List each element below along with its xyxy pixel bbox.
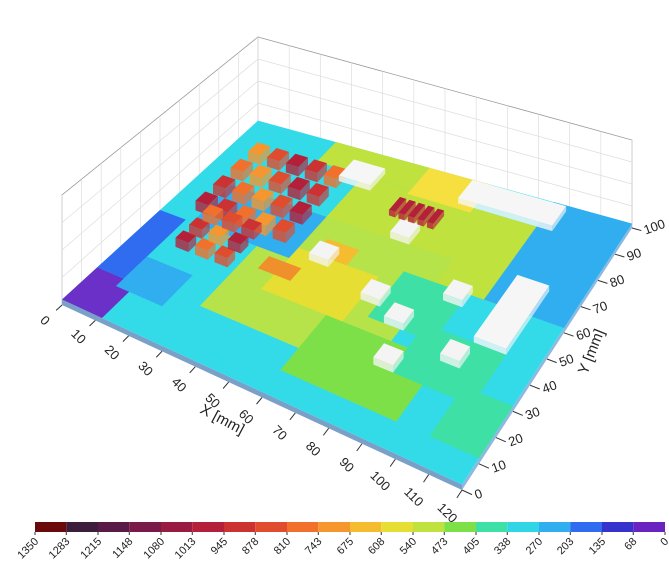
x-tick-label: 120 <box>434 500 460 526</box>
color-segment <box>255 522 287 532</box>
x-tick-label: 0 <box>37 313 53 329</box>
x-tick-label: 40 <box>169 374 190 395</box>
color-segment <box>35 522 66 532</box>
color-segment <box>539 522 570 532</box>
color-segment <box>570 522 602 532</box>
colorbar-tick-label: 675 <box>335 536 356 557</box>
chart: 0102030405060708090100110120010203040506… <box>0 0 669 572</box>
colorbar-tick-label: 1148 <box>110 536 135 561</box>
color-segment <box>476 522 507 532</box>
color-segment <box>507 522 539 532</box>
color-segment <box>633 522 665 532</box>
y-tick <box>496 438 506 442</box>
y-tick <box>564 333 574 336</box>
colorbar-tick-label: 1350 <box>15 536 41 562</box>
y-tick-label: 80 <box>608 271 627 290</box>
color-segment <box>129 522 161 532</box>
colorbar-tick-label: 540 <box>398 536 419 557</box>
colorbar-tick-label: 270 <box>524 536 545 557</box>
colorbar-tick-label: 878 <box>240 536 261 557</box>
x-tick-label: 90 <box>336 454 357 475</box>
x-tick <box>357 444 362 451</box>
x-tick <box>190 367 196 373</box>
y-tick <box>479 464 489 468</box>
y-tick <box>632 228 641 231</box>
color-segment <box>602 522 633 532</box>
colorbar-tick-label: 1080 <box>141 536 167 562</box>
x-tick <box>123 336 129 342</box>
colorbar-tick-label: 945 <box>209 536 230 557</box>
y-tick <box>513 411 523 415</box>
colorbar-tick-label: 405 <box>461 536 482 557</box>
colorbar-tick-label: 743 <box>303 536 324 557</box>
color-segment <box>98 522 129 532</box>
x-tick <box>223 382 229 388</box>
x-tick <box>56 305 62 310</box>
colorbar-tick-label: 338 <box>492 536 513 557</box>
x-tick <box>424 475 429 483</box>
x-tick-label: 80 <box>303 438 324 459</box>
colorbar-tick-label: 203 <box>555 536 576 557</box>
x-tick <box>257 398 262 405</box>
color-segment <box>318 522 350 532</box>
color-segment <box>287 522 318 532</box>
x-tick-label: 10 <box>68 326 89 347</box>
color-segment <box>350 522 381 532</box>
x-axis-label: X [mm] <box>197 401 247 438</box>
y-tick <box>530 385 540 389</box>
x-tick-label: 20 <box>102 342 123 363</box>
color-segment <box>161 522 192 532</box>
y-tick <box>581 307 591 310</box>
y-tick <box>598 280 607 283</box>
x-tick <box>457 490 462 498</box>
colorbar-tick-label: 68 <box>622 536 639 553</box>
colorbar: 1350128312151148108010139458788107436756… <box>15 522 669 561</box>
y-tick-label: 20 <box>506 430 525 449</box>
colorbar-tick-label: 0 <box>658 536 669 549</box>
colorbar-tick-label: 1215 <box>78 536 104 562</box>
y-tick-label: 70 <box>591 298 610 317</box>
colorbar-tick-label: 1013 <box>173 536 199 562</box>
y-tick-label: 0 <box>472 486 484 503</box>
y-tick <box>547 359 557 363</box>
color-segment <box>444 522 476 532</box>
x-tick-label: 100 <box>367 468 393 494</box>
x-tick <box>90 320 96 326</box>
y-tick-label: 30 <box>523 404 542 423</box>
y-tick <box>615 254 624 257</box>
y-tick-label: 10 <box>489 457 508 476</box>
colorbar-tick-label: 810 <box>272 536 293 557</box>
colorbar-tick-label: 608 <box>366 536 387 557</box>
x-tick <box>156 351 162 357</box>
x-tick <box>323 428 328 435</box>
y-tick-label: 40 <box>540 377 559 396</box>
x-tick-label: 30 <box>135 358 156 379</box>
colorbar-tick-label: 473 <box>429 536 450 557</box>
y-tick <box>462 490 472 495</box>
y-tick-label: 100 <box>642 216 668 238</box>
x-tick <box>290 413 295 420</box>
color-segment <box>381 522 413 532</box>
color-segment <box>192 522 224 532</box>
color-segment <box>224 522 255 532</box>
y-tick-label: 50 <box>557 351 576 370</box>
color-segment <box>413 522 444 532</box>
y-tick-label: 90 <box>625 245 644 264</box>
x-tick <box>390 459 395 466</box>
colorbar-tick-label: 135 <box>587 536 608 557</box>
x-tick-label: 70 <box>269 422 290 443</box>
colorbar-tick-label: 1283 <box>47 536 73 562</box>
x-tick-label: 110 <box>401 484 426 509</box>
color-segment <box>66 522 98 532</box>
